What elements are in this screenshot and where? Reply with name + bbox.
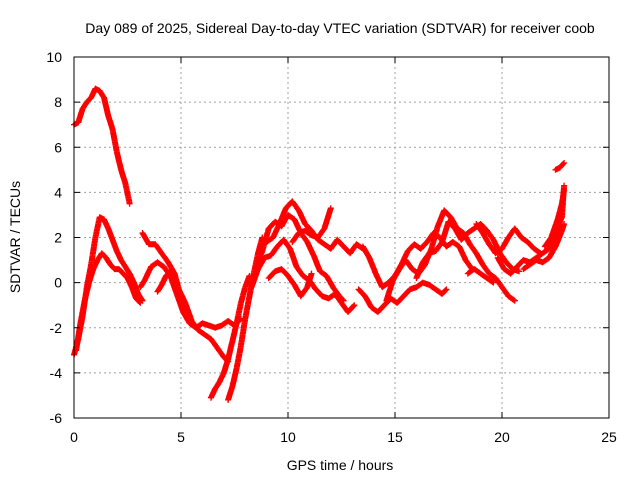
gridlines: [74, 57, 609, 418]
data-series-s6: [154, 268, 178, 295]
y-axis-label: SDTVAR / TECUs: [7, 181, 23, 293]
x-tick-label: 5: [177, 429, 185, 445]
y-tick-label: 8: [54, 94, 62, 110]
data-series-s21: [520, 221, 568, 273]
data-series-group: [71, 85, 568, 403]
data-series-s22: [541, 187, 568, 250]
data-series-s12: [265, 266, 315, 300]
data-series-s15: [355, 279, 450, 315]
x-tick-label: 20: [494, 429, 510, 445]
y-tick-label: 2: [54, 230, 62, 246]
data-series-s3: [73, 250, 144, 354]
axis-ticks: 0 5 10 15 20 25 -6 -4 -2 0 2 4 6 8 10: [46, 49, 617, 445]
x-tick-label: 25: [601, 429, 617, 445]
data-series-s13: [289, 205, 334, 245]
data-series-s18: [473, 221, 544, 257]
y-tick-label: 10: [46, 49, 62, 65]
x-tick-label: 10: [280, 429, 296, 445]
data-series-s10: [252, 211, 347, 304]
data-series-s1: [71, 85, 133, 207]
y-tick-label: 0: [54, 275, 62, 291]
y-tick-label: -4: [50, 365, 63, 381]
x-tick-label: 0: [70, 429, 78, 445]
data-series-s4: [139, 230, 232, 365]
x-tick-label: 15: [387, 429, 403, 445]
y-tick-label: -6: [50, 410, 63, 426]
y-tick-label: -2: [50, 320, 63, 336]
x-axis-label: GPS time / hours: [287, 457, 394, 473]
data-series-s7: [208, 272, 253, 401]
data-series-s19: [464, 266, 497, 286]
y-tick-label: 6: [54, 139, 62, 155]
y-tick-label: 4: [54, 184, 62, 200]
chart-title: Day 089 of 2025, Sidereal Day-to-day VTE…: [85, 20, 595, 36]
data-series-s2: [71, 214, 146, 358]
data-series-s23: [552, 160, 568, 173]
data-series-s5: [137, 259, 244, 331]
data-series-s17: [413, 218, 523, 282]
